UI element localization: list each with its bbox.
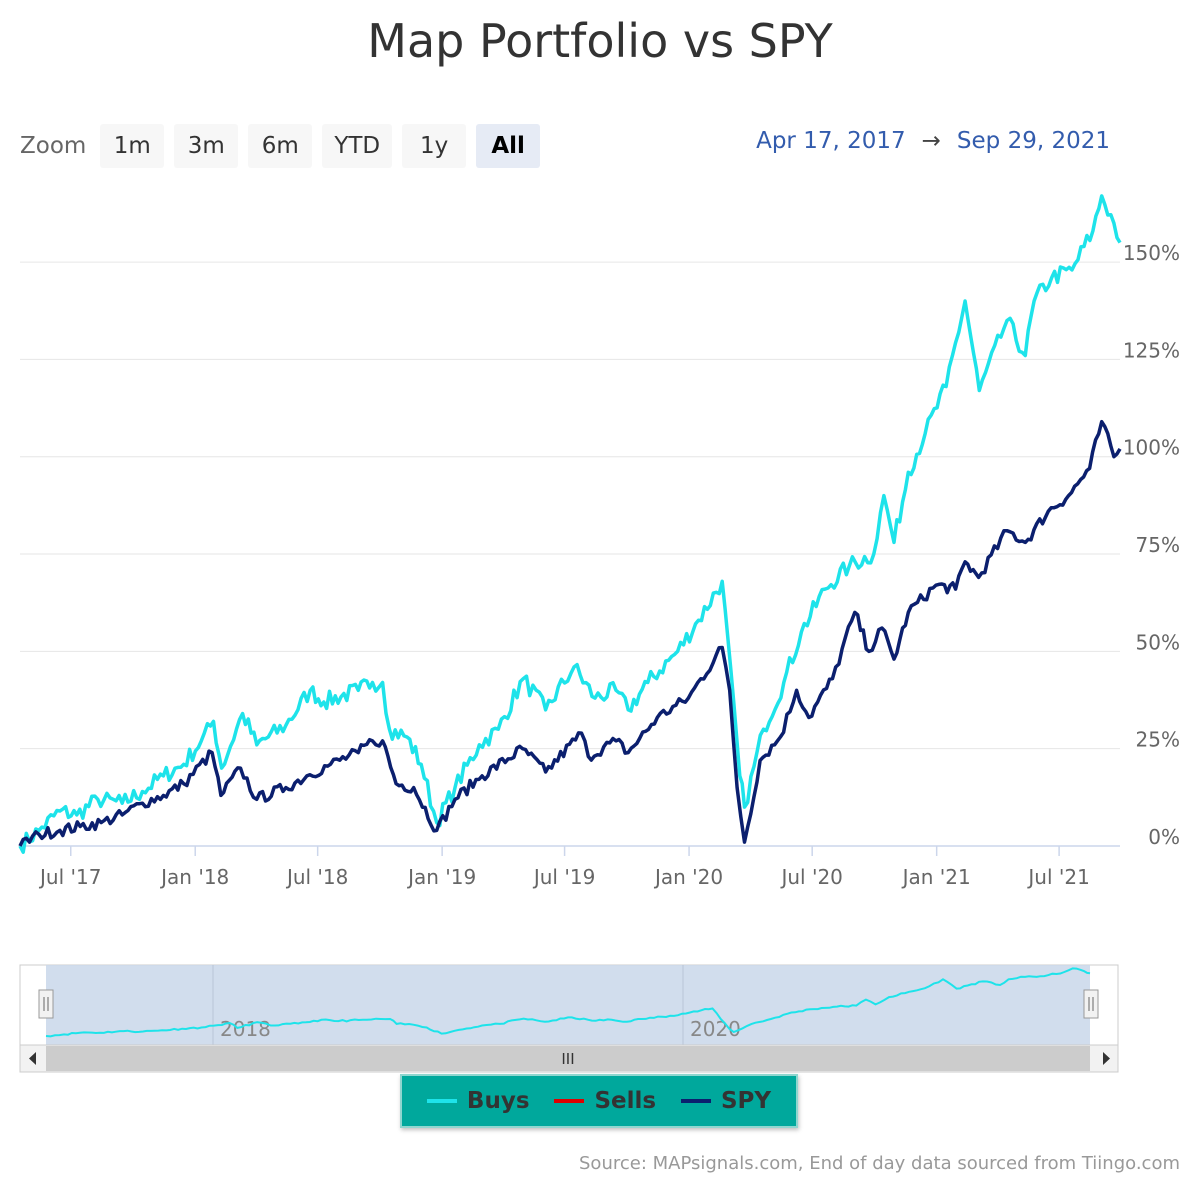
zoom-1m-button[interactable]: 1m: [100, 124, 165, 168]
x-tick-label: Jan '19: [406, 865, 476, 889]
zoom-ytd-button[interactable]: YTD: [322, 124, 393, 168]
x-tick-label: Jul '17: [38, 865, 101, 889]
navigator-left-handle[interactable]: [38, 989, 54, 1019]
range-arrow: →: [921, 128, 941, 154]
series-line-spy[interactable]: [18, 419, 1122, 847]
series-lines[interactable]: [18, 194, 1122, 854]
legend-item-sells[interactable]: Sells: [554, 1088, 656, 1114]
y-axis: 0% 25% 50% 75% 100% 125% 150%: [1123, 241, 1180, 849]
x-tick-label: Jul '18: [285, 865, 348, 889]
x-tick-label: Jan '20: [653, 865, 723, 889]
grid-lines: [20, 261, 1120, 750]
y-tick-label: 25%: [1136, 728, 1180, 752]
y-tick-label: 150%: [1123, 241, 1180, 265]
navigator-right-handle[interactable]: [1083, 989, 1099, 1019]
navigator-label-2020: 2020: [690, 1017, 741, 1041]
navigator-mask[interactable]: [46, 965, 1090, 1045]
zoom-all-button[interactable]: All: [476, 124, 541, 168]
legend-label-buys: Buys: [466, 1088, 530, 1114]
x-tick-label: Jul '20: [779, 865, 842, 889]
zoom-3m-button[interactable]: 3m: [174, 124, 239, 168]
zoom-toolbar: Zoom 1m 3m 6m YTD 1y All: [20, 124, 550, 168]
navigator-series-line: [45, 967, 1091, 1038]
series-line-buys[interactable]: [18, 194, 1122, 854]
scroll-right-arrow-icon[interactable]: [1103, 1052, 1110, 1065]
zoom-1y-button[interactable]: 1y: [402, 124, 467, 168]
date-range-display: Apr 17, 2017 → Sep 29, 2021: [756, 128, 1110, 154]
navigator-label-2018: 2018: [220, 1017, 271, 1041]
source-credit: Source: MAPsignals.com, End of day data …: [579, 1153, 1180, 1174]
zoom-6m-button[interactable]: 6m: [248, 124, 313, 168]
legend-item-buys[interactable]: Buys: [426, 1088, 530, 1114]
y-tick-label: 75%: [1136, 533, 1180, 557]
x-tick-label: Jan '18: [159, 865, 229, 889]
zoom-label: Zoom: [20, 133, 87, 159]
legend-swatch-spy: [680, 1099, 711, 1103]
legend-swatch-sells: [554, 1099, 585, 1103]
y-tick-label: 0%: [1148, 825, 1180, 849]
x-tick-label: Jan '21: [901, 865, 971, 889]
x-tick-label: Jul '21: [1026, 865, 1089, 889]
chart-title: Map Portfolio vs SPY: [367, 14, 833, 68]
range-to-date[interactable]: Sep 29, 2021: [956, 128, 1110, 154]
main-chart: Jul '17 Jan '18 Jul '18 Jan '19 Jul '19 Jan '…: [18, 194, 1180, 889]
scroll-left-arrow-icon[interactable]: [29, 1052, 36, 1065]
legend-label-spy: SPY: [720, 1088, 772, 1114]
y-tick-label: 100%: [1123, 436, 1180, 460]
navigator[interactable]: 2018 2020 III: [0, 962, 1200, 1074]
x-tick-label: Jul '19: [532, 865, 595, 889]
range-from-date[interactable]: Apr 17, 2017: [756, 128, 906, 154]
legend-label-sells: Sells: [594, 1088, 657, 1114]
legend-swatch-buys: [426, 1099, 457, 1103]
legend-item-spy[interactable]: SPY: [680, 1088, 772, 1114]
y-tick-label: 50%: [1136, 630, 1180, 654]
y-tick-label: 125%: [1123, 338, 1180, 362]
scrollbar-thumb[interactable]: [46, 1046, 1090, 1071]
x-axis: Jul '17 Jan '18 Jul '18 Jan '19 Jul '19 Jan '…: [20, 845, 1120, 889]
legend: Buys Sells SPY: [400, 1074, 798, 1128]
scrollbar-grip: III: [561, 1050, 574, 1068]
